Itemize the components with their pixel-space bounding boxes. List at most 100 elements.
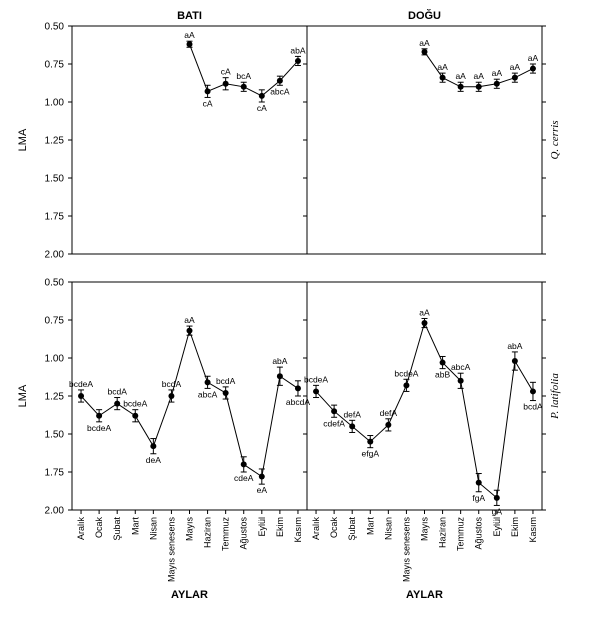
point-label: bcdeA bbox=[304, 374, 328, 384]
data-point bbox=[530, 66, 536, 72]
x-category: Ekim bbox=[275, 517, 285, 537]
data-point bbox=[367, 439, 373, 445]
row-title: Q. cerris bbox=[549, 120, 561, 159]
point-label: cA bbox=[203, 98, 213, 108]
y-tick-label: 0.75 bbox=[45, 60, 65, 71]
point-label: efgA bbox=[362, 449, 380, 459]
y-tick-label: 1.50 bbox=[45, 430, 65, 441]
point-label: bcA bbox=[236, 71, 251, 81]
data-point bbox=[205, 379, 211, 385]
x-category: Mayıs senesens bbox=[166, 517, 176, 583]
point-label: cA bbox=[221, 67, 231, 77]
x-category: Mayıs bbox=[185, 517, 195, 542]
point-label: bcdA bbox=[216, 376, 236, 386]
data-point bbox=[530, 388, 536, 394]
y-axis-title: LMA bbox=[17, 128, 29, 151]
x-category: Nisan bbox=[148, 517, 158, 540]
x-category: Ağustos bbox=[239, 517, 249, 550]
x-category: Eylül bbox=[492, 517, 502, 537]
point-label: abcA bbox=[451, 362, 471, 372]
point-label: fgA bbox=[472, 493, 485, 503]
x-category: Ocak bbox=[329, 517, 339, 539]
y-tick-label: 1.00 bbox=[45, 98, 65, 109]
y-tick-label: 1.75 bbox=[45, 468, 65, 479]
column-title: BATI bbox=[177, 10, 202, 22]
data-point bbox=[512, 358, 518, 364]
data-point bbox=[458, 378, 464, 384]
data-point bbox=[259, 93, 265, 99]
series-line bbox=[81, 331, 298, 477]
point-label: bcdeA bbox=[69, 379, 93, 389]
data-point bbox=[241, 84, 247, 90]
y-tick-label: 0.50 bbox=[45, 278, 65, 289]
point-label: aA bbox=[492, 68, 503, 78]
data-point bbox=[277, 78, 283, 84]
point-label: aA bbox=[184, 30, 195, 40]
data-point bbox=[349, 423, 355, 429]
lma-trellis-chart: 0.500.751.001.251.501.752.00aAcAcAbcAcAa… bbox=[0, 0, 605, 625]
y-tick-label: 1.75 bbox=[45, 212, 65, 223]
y-tick-label: 1.25 bbox=[45, 136, 65, 147]
point-label: abB bbox=[435, 370, 450, 380]
data-point bbox=[96, 413, 102, 419]
point-label: cA bbox=[257, 103, 267, 113]
x-category: Şubat bbox=[347, 517, 357, 541]
y-tick-label: 0.50 bbox=[45, 22, 65, 33]
point-label: aA bbox=[419, 307, 430, 317]
x-category: Aralık bbox=[311, 517, 321, 541]
x-category: Mart bbox=[365, 517, 375, 535]
point-label: aA bbox=[474, 71, 485, 81]
data-point bbox=[277, 373, 283, 379]
y-axis-title: LMA bbox=[17, 384, 29, 407]
panel-platifolia-bati: 0.500.751.001.251.501.752.00bcdeAbcdeAbc… bbox=[45, 278, 311, 517]
point-label: abA bbox=[507, 341, 522, 351]
data-point bbox=[187, 328, 193, 334]
x-category: Ekim bbox=[510, 517, 520, 537]
panel-qcerris-bati: 0.500.751.001.251.501.752.00aAcAcAbcAcAa… bbox=[45, 22, 307, 261]
data-point bbox=[458, 84, 464, 90]
point-label: deA bbox=[146, 455, 161, 465]
x-category: Şubat bbox=[112, 517, 122, 541]
data-point bbox=[241, 461, 247, 467]
x-category: Nisan bbox=[383, 517, 393, 540]
data-point bbox=[422, 320, 428, 326]
point-label: bcdeA bbox=[394, 368, 418, 378]
x-axis-title: AYLAR bbox=[406, 589, 443, 601]
data-point bbox=[403, 382, 409, 388]
data-point bbox=[476, 480, 482, 486]
point-label: bcdA bbox=[108, 387, 128, 397]
point-label: aA bbox=[510, 62, 521, 72]
panel-qcerris-dogu: aAaAaAaAaAaAaA bbox=[303, 26, 546, 254]
row-title: P. latifolia bbox=[549, 373, 561, 420]
point-label: cdefA bbox=[323, 418, 345, 428]
point-label: abA bbox=[290, 45, 305, 55]
data-point bbox=[187, 41, 193, 47]
data-point bbox=[512, 75, 518, 81]
column-title: DOĞU bbox=[408, 9, 441, 22]
data-point bbox=[132, 413, 138, 419]
x-category: Temmuz bbox=[221, 517, 231, 552]
point-label: aA bbox=[455, 71, 466, 81]
x-category: Aralık bbox=[76, 517, 86, 541]
point-label: eA bbox=[257, 485, 268, 495]
data-point bbox=[114, 401, 120, 407]
data-point bbox=[150, 443, 156, 449]
data-point bbox=[295, 58, 301, 64]
x-category: Mayıs bbox=[420, 517, 430, 542]
x-category: Ağustos bbox=[474, 517, 484, 550]
x-category: Mayıs senesens bbox=[401, 517, 411, 583]
x-category: Ocak bbox=[94, 517, 104, 539]
point-label: cdeA bbox=[234, 473, 254, 483]
panel-platifolia-dogu: bcdeAcdefAdefAefgAdefAbcdeAaAabBabcAfgAg… bbox=[303, 282, 546, 516]
data-point bbox=[313, 388, 319, 394]
data-point bbox=[440, 360, 446, 366]
x-category: Kasım bbox=[528, 517, 538, 543]
data-point bbox=[168, 393, 174, 399]
point-label: defA bbox=[380, 408, 398, 418]
point-label: abcA bbox=[270, 86, 290, 96]
data-point bbox=[223, 81, 229, 87]
x-category: Haziran bbox=[203, 517, 213, 548]
x-category: Mart bbox=[130, 517, 140, 535]
point-label: bcdA bbox=[162, 379, 182, 389]
x-category: Eylül bbox=[257, 517, 267, 537]
